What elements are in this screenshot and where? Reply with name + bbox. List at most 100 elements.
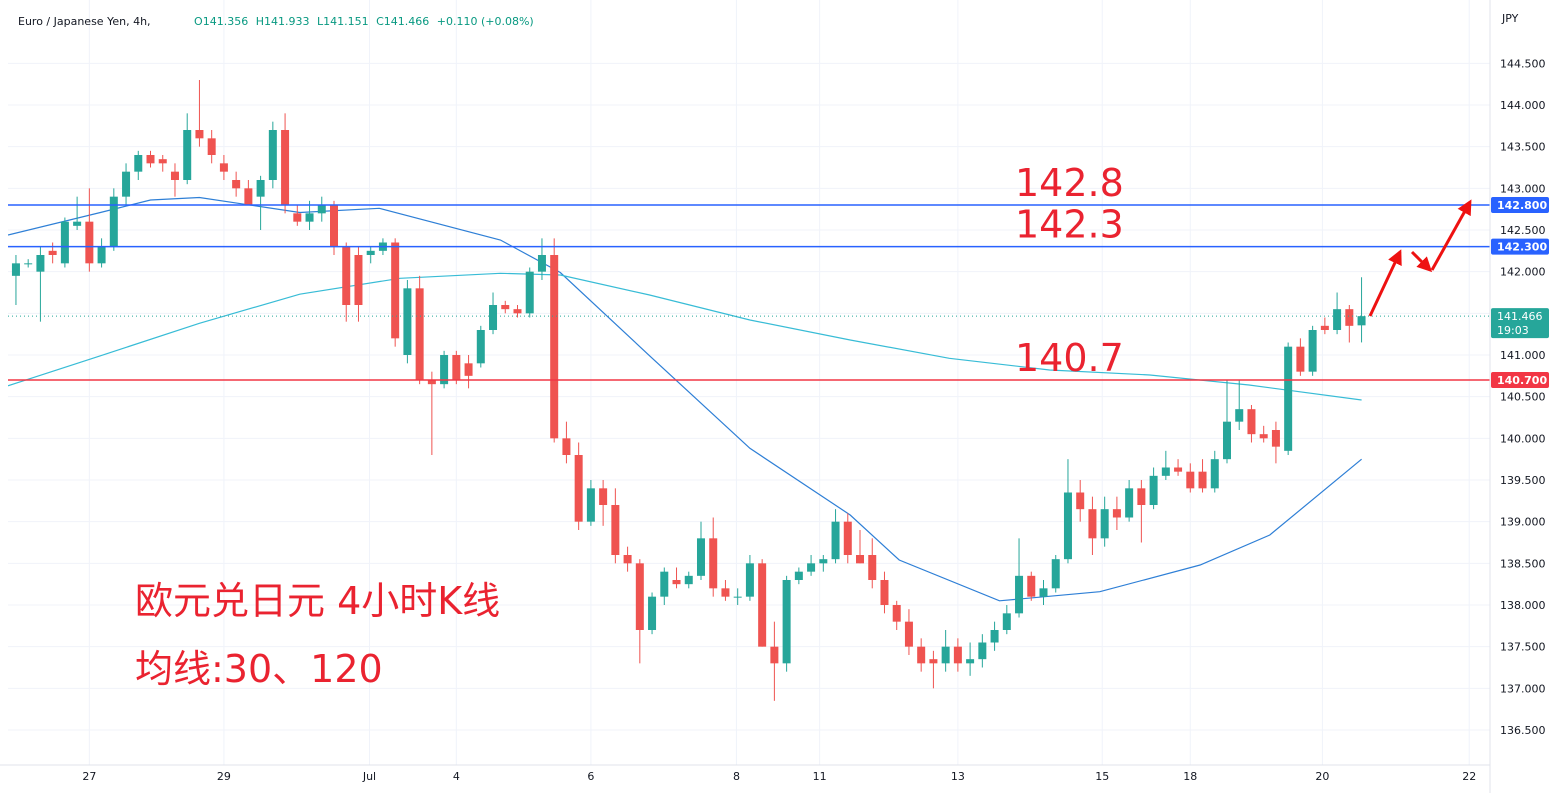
- moving-average: [8, 196, 1362, 602]
- candle-body: [1076, 492, 1085, 510]
- level-annotation: 142.3: [1015, 203, 1124, 247]
- candle-body: [782, 580, 791, 664]
- y-tick-label: 138.500: [1500, 557, 1546, 570]
- candle-body: [366, 250, 375, 255]
- candle-body: [183, 130, 192, 180]
- candle-body: [1100, 509, 1109, 539]
- legend-close: C141.466: [376, 15, 429, 28]
- candle-body: [966, 659, 975, 664]
- candle-body: [1296, 346, 1305, 372]
- y-tick-label: 138.000: [1500, 599, 1546, 612]
- candle-body: [831, 521, 840, 560]
- y-tick-label: 143.500: [1500, 141, 1546, 154]
- arrow: [1410, 250, 1433, 273]
- candle-body: [342, 246, 351, 305]
- candle-body: [330, 205, 339, 247]
- candle-body: [1284, 346, 1293, 451]
- candle-body: [1320, 325, 1329, 330]
- candle-body: [464, 363, 473, 376]
- candle-body: [354, 255, 363, 305]
- candle-body: [599, 488, 608, 505]
- annotation: 欧元兑日元 4小时K线: [135, 579, 500, 623]
- candle-body: [73, 221, 82, 226]
- arrow: [1368, 249, 1402, 317]
- x-tick-label: 6: [587, 770, 594, 783]
- candle-body: [134, 155, 143, 172]
- candle-body: [452, 355, 461, 380]
- y-tick-label: 139.500: [1500, 474, 1546, 487]
- candle-body: [684, 575, 693, 585]
- candle-body: [1174, 467, 1183, 472]
- y-tick-label: 140.000: [1500, 432, 1546, 445]
- candle-body: [256, 180, 265, 197]
- candle-body: [232, 180, 241, 189]
- y-tick-label: 136.500: [1500, 724, 1546, 737]
- candle-body: [1186, 471, 1195, 489]
- plot-area: [8, 80, 1490, 701]
- candle-body: [904, 621, 913, 647]
- x-tick-label: 13: [951, 770, 965, 783]
- candle-body: [586, 488, 595, 522]
- candle-body: [170, 171, 179, 180]
- y-tick-label: 139.000: [1500, 516, 1546, 529]
- candle-body: [1345, 309, 1354, 326]
- candle-body: [550, 255, 559, 439]
- level-label: 142.800: [1497, 199, 1547, 212]
- candle-body: [574, 455, 583, 522]
- candle-body: [1198, 471, 1207, 489]
- candle-body: [794, 571, 803, 580]
- y-tick-label: 137.000: [1500, 682, 1546, 695]
- y-tick-label: 140.500: [1500, 391, 1546, 404]
- candle-body: [660, 571, 669, 597]
- candle-body: [48, 250, 57, 255]
- candle-body: [427, 380, 436, 385]
- candle-body: [440, 355, 449, 385]
- candle-body: [990, 630, 999, 643]
- candle-body: [721, 588, 730, 597]
- candle-body: [1063, 492, 1072, 560]
- candle-body: [415, 288, 424, 380]
- candle-body: [953, 646, 962, 664]
- x-tick-label: 22: [1462, 770, 1476, 783]
- candle-body: [1125, 488, 1134, 518]
- candle-body: [1259, 434, 1268, 439]
- candle-body: [1051, 559, 1060, 589]
- candle-body: [770, 646, 779, 664]
- candle-body: [207, 138, 216, 155]
- x-tick-label: 29: [217, 770, 231, 783]
- candle-body: [219, 163, 228, 172]
- candle-body: [709, 538, 718, 589]
- candle-body: [1039, 588, 1048, 597]
- x-tick-label: 8: [733, 770, 740, 783]
- level-label: 140.700: [1497, 374, 1547, 387]
- candle-body: [807, 563, 816, 572]
- candle-body: [929, 659, 938, 664]
- candle-body: [917, 646, 926, 664]
- candle-body: [819, 559, 828, 564]
- candle-body: [513, 309, 522, 314]
- x-tick-label: Jul: [362, 770, 376, 783]
- candle-body: [244, 188, 253, 205]
- candle-body: [635, 563, 644, 630]
- candle-body: [391, 242, 400, 339]
- level-label-box: [1491, 372, 1549, 388]
- x-tick-label: 4: [453, 770, 460, 783]
- candle-body: [305, 213, 314, 222]
- candle-body: [60, 221, 69, 264]
- candle-body: [1247, 409, 1256, 435]
- legend-low: L141.151: [317, 15, 369, 28]
- candle-body: [1235, 409, 1244, 422]
- level-label: 142.300: [1497, 241, 1547, 254]
- candle-body: [648, 596, 657, 630]
- candle-body: [1149, 475, 1158, 505]
- candle-body: [892, 605, 901, 622]
- candle-body: [611, 505, 620, 555]
- candle-body: [1210, 459, 1219, 489]
- candle-body: [1027, 575, 1036, 597]
- header: Euro / Japanese Yen, 4h, O141.356 H141.9…: [18, 15, 534, 28]
- candle-body: [856, 555, 865, 564]
- level-label-box: [1491, 197, 1549, 213]
- candle-body: [1161, 467, 1170, 476]
- last-price-label: 141.466: [1497, 310, 1543, 323]
- y-tick-label: 144.000: [1500, 99, 1546, 112]
